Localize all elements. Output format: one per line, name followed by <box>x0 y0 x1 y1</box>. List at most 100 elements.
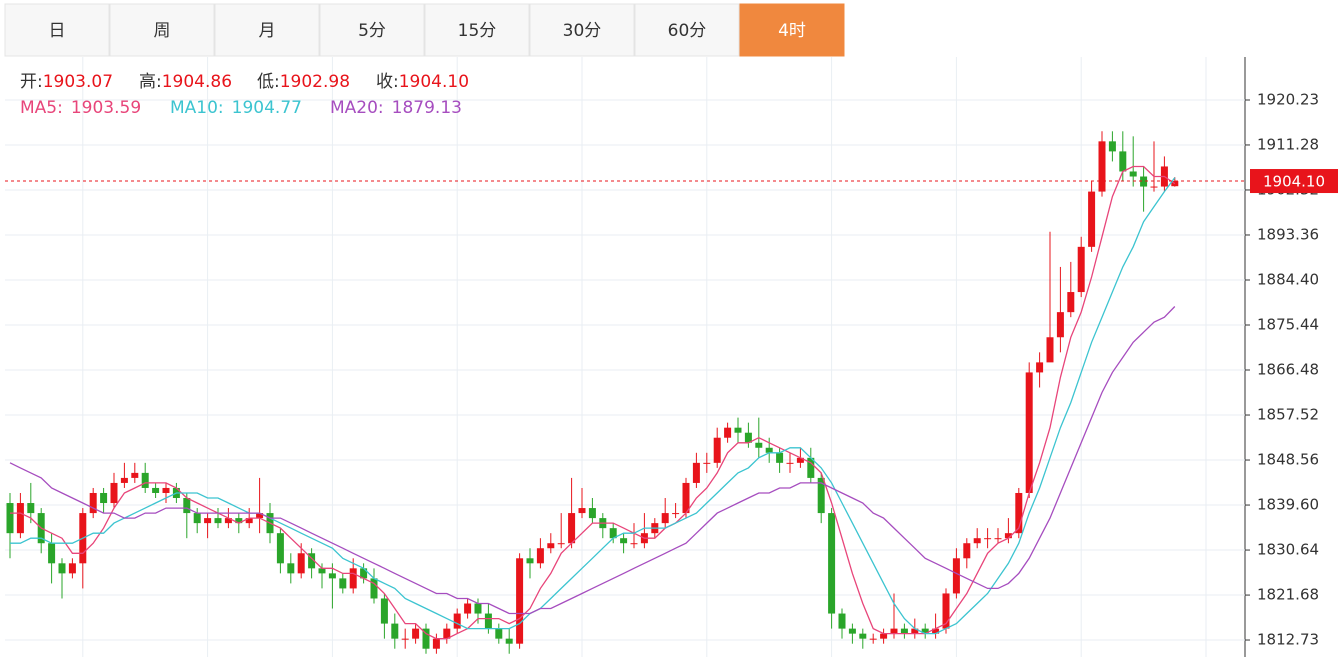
tab[interactable] <box>739 3 845 57</box>
tab[interactable] <box>634 3 740 57</box>
candle-body <box>838 613 846 629</box>
candle-body <box>952 558 960 594</box>
candle-body <box>1004 533 1012 539</box>
candle-body <box>1056 312 1064 338</box>
candle-body <box>214 518 222 524</box>
candle-body <box>578 508 586 514</box>
tab-label[interactable]: 60分 <box>668 21 707 41</box>
ohlc-value: 1903.07 <box>43 72 113 92</box>
candle-body <box>484 613 492 629</box>
candle-body <box>6 503 14 534</box>
candle-body <box>1098 141 1106 192</box>
candle-body <box>162 487 170 493</box>
tab-label[interactable]: 30分 <box>563 21 602 41</box>
candle-body <box>1025 372 1033 493</box>
candle-body <box>703 462 711 464</box>
candle-body <box>765 447 773 453</box>
candle-body <box>848 628 856 634</box>
candle-body <box>1119 151 1127 172</box>
candle-body <box>349 568 357 589</box>
legend-value: 1879.13 <box>392 98 462 118</box>
tab[interactable] <box>319 3 425 57</box>
y-tick-label: 1830.64 <box>1257 541 1319 559</box>
y-tick-label: 1857.52 <box>1257 406 1319 424</box>
candle-body <box>339 578 347 589</box>
last-price-label: 1904.10 <box>1263 173 1325 191</box>
candle-body <box>453 613 461 629</box>
candle-body <box>516 558 524 644</box>
candle-body <box>110 482 118 504</box>
candle-body <box>1036 362 1044 373</box>
candle-body <box>370 578 378 599</box>
tab[interactable] <box>529 3 635 57</box>
candle-body <box>360 568 368 579</box>
candle-body <box>27 503 35 514</box>
candle-body <box>68 563 76 574</box>
ohlc-label: 高: <box>139 72 162 92</box>
candle-body <box>984 538 992 540</box>
tab-label[interactable]: 月 <box>259 21 276 41</box>
tab-label[interactable]: 15分 <box>458 21 497 41</box>
candle-body <box>994 538 1002 540</box>
candle-body <box>1046 337 1054 363</box>
candle-body <box>692 462 700 483</box>
y-tick-label: 1866.48 <box>1257 361 1319 379</box>
candle-body <box>422 628 430 649</box>
ma-line <box>10 165 1176 640</box>
candle-body <box>672 513 680 515</box>
ohlc-value: 1904.86 <box>162 72 232 92</box>
candle-body <box>183 498 191 514</box>
candle-body <box>921 628 929 634</box>
candle-body <box>235 518 243 524</box>
tab-label[interactable]: 4时 <box>778 21 806 41</box>
candle-body <box>58 563 66 574</box>
candle-body <box>776 452 784 463</box>
candle-body <box>297 553 305 574</box>
candle-body <box>308 553 316 569</box>
candle-body <box>526 558 534 564</box>
tab[interactable] <box>424 3 530 57</box>
candle-body <box>328 573 336 579</box>
candle-body <box>318 568 326 574</box>
candle-body <box>1077 246 1085 293</box>
legend-value: 1904.77 <box>232 98 302 118</box>
candle-body <box>131 472 139 478</box>
tab-label[interactable]: 周 <box>154 21 171 41</box>
candle-body <box>724 427 732 438</box>
ohlc-label: 收: <box>376 72 399 92</box>
tab[interactable] <box>109 3 215 57</box>
ohlc-value: 1902.98 <box>280 72 350 92</box>
candle-body <box>734 427 742 433</box>
y-tick-label: 1884.40 <box>1257 270 1319 288</box>
tab[interactable] <box>4 3 110 57</box>
y-tick-label: 1875.44 <box>1257 316 1319 334</box>
y-tick-label: 1848.56 <box>1257 451 1319 469</box>
candle-body <box>120 477 128 483</box>
candle-body <box>817 477 825 514</box>
ma-line <box>9 306 1176 615</box>
candle-body <box>224 518 232 524</box>
y-tick-label: 1839.60 <box>1257 496 1319 514</box>
candle-body <box>152 487 160 493</box>
candle-body <box>443 628 451 639</box>
tab-label[interactable]: 5分 <box>358 21 386 41</box>
y-tick-label: 1920.23 <box>1257 91 1319 109</box>
candle-body <box>609 528 617 539</box>
candle-body <box>1088 191 1096 247</box>
legend-label: MA5: <box>20 98 63 118</box>
candle-body <box>89 492 97 514</box>
candle-body <box>1171 181 1179 187</box>
candle-body <box>620 538 628 544</box>
tab-label[interactable]: 日 <box>49 21 66 41</box>
ohlc-value: 1904.10 <box>399 72 469 92</box>
last-price-tag <box>1250 169 1338 194</box>
tab[interactable] <box>214 3 320 57</box>
ohlc-label: 低: <box>257 72 280 92</box>
candle-body <box>464 603 472 614</box>
candle-body <box>890 628 898 634</box>
candle-body <box>973 538 981 544</box>
candle-body <box>744 432 752 443</box>
candle-body <box>100 492 108 504</box>
legend-label: MA20: <box>330 98 384 118</box>
